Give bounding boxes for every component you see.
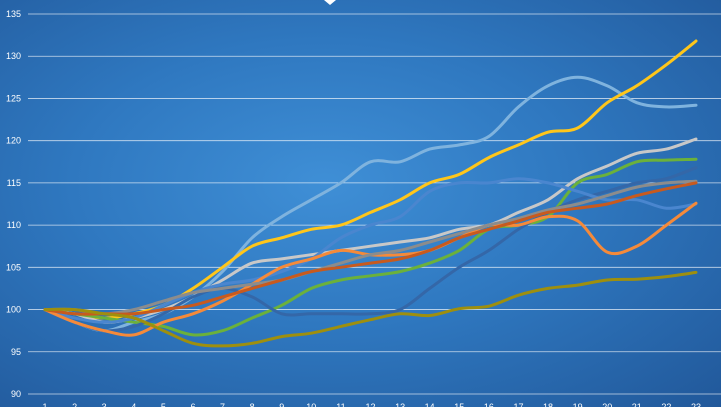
series-lines <box>43 39 698 348</box>
x-tick-label: 18 <box>543 402 553 407</box>
y-tick-label: 90 <box>11 389 21 399</box>
x-tick-label: 13 <box>395 402 405 407</box>
x-tick-label: 14 <box>425 402 435 407</box>
x-tick-label: 21 <box>632 402 642 407</box>
x-tick-label: 19 <box>573 402 583 407</box>
x-tick-label: 22 <box>661 402 671 407</box>
y-tick-label: 120 <box>6 136 21 146</box>
x-tick-label: 12 <box>365 402 375 407</box>
x-tick-label: 7 <box>220 402 225 407</box>
top-marker-icon <box>324 0 336 5</box>
y-tick-label: 110 <box>7 220 21 230</box>
x-tick-label: 17 <box>513 402 523 407</box>
y-tick-label: 130 <box>6 51 21 61</box>
y-tick-label: 100 <box>6 305 21 315</box>
series-line-6 <box>43 177 698 324</box>
x-tick-label: 5 <box>161 402 166 407</box>
y-tick-label: 115 <box>7 178 21 188</box>
series-line-3 <box>43 137 698 324</box>
x-tick-label: 8 <box>250 402 255 407</box>
series-line-10 <box>43 270 698 348</box>
series-line-9 <box>43 181 698 316</box>
x-tick-label: 4 <box>131 402 136 407</box>
x-tick-label: 2 <box>72 402 77 407</box>
x-tick-label: 20 <box>602 402 612 407</box>
x-axis-ticks: 1 2 3 4 5 6 7 8 9 10 11 12 13 14 15 16 17 18 19 20 21 22 23 <box>42 402 701 407</box>
y-tick-label: 125 <box>6 93 21 103</box>
x-tick-label: 16 <box>484 402 494 407</box>
x-tick-label: 9 <box>279 402 284 407</box>
series-line-5 <box>43 166 698 333</box>
x-tick-label: 1 <box>42 402 47 407</box>
x-tick-label: 3 <box>102 402 107 407</box>
series-line-1 <box>43 75 698 333</box>
y-axis-ticks: 90 95 100 105 110 115 120 125 130 135 <box>6 9 21 399</box>
y-tick-label: 95 <box>11 347 21 357</box>
x-tick-label: 23 <box>691 402 701 407</box>
x-tick-label: 10 <box>306 402 316 407</box>
x-tick-label: 11 <box>336 402 345 407</box>
x-tick-label: 6 <box>190 402 195 407</box>
gridlines <box>28 13 721 395</box>
series-line-8 <box>43 179 698 316</box>
y-tick-label: 105 <box>6 262 21 272</box>
y-tick-label: 135 <box>6 9 21 19</box>
x-tick-label: 15 <box>454 402 464 407</box>
